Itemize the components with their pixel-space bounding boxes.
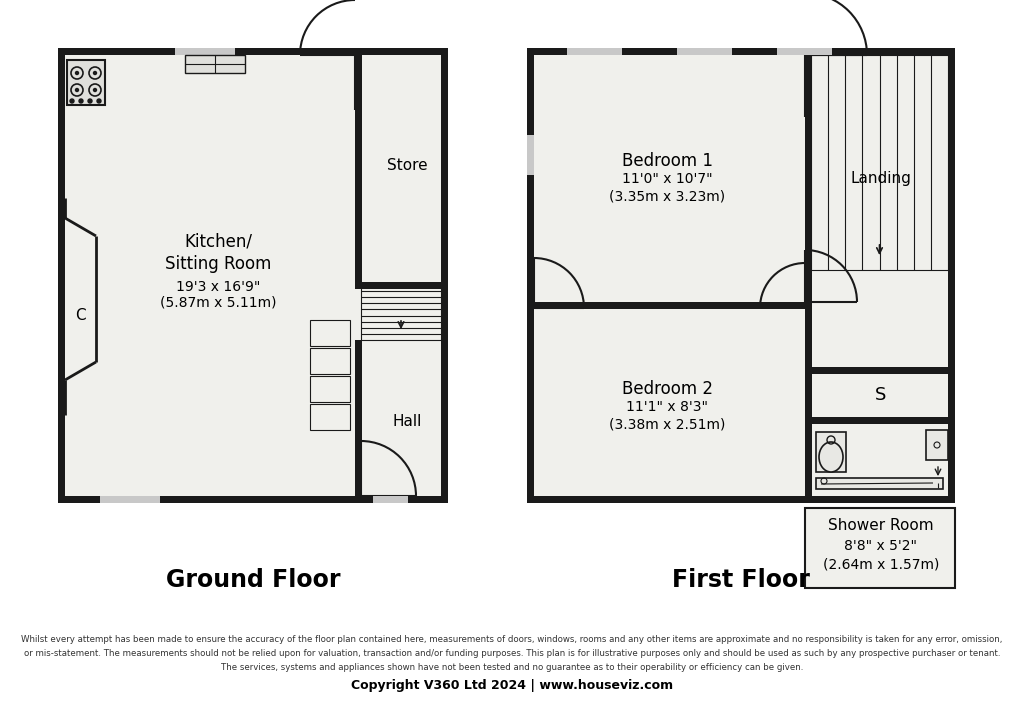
Bar (926, 430, 948, 460)
Text: Hall: Hall (392, 414, 422, 429)
Bar (361, 340, 444, 496)
Bar (355, 48, 362, 285)
Bar (67, 60, 105, 105)
Text: (3.38m x 2.51m): (3.38m x 2.51m) (609, 417, 725, 431)
Circle shape (70, 99, 74, 103)
Bar (805, 367, 955, 374)
Text: 11'1" x 8'3": 11'1" x 8'3" (626, 400, 708, 414)
Text: S: S (876, 386, 887, 404)
Bar (527, 48, 955, 55)
Bar (58, 48, 449, 55)
Bar (310, 320, 350, 346)
Text: Store: Store (387, 158, 427, 174)
Bar (808, 420, 948, 496)
Text: The services, systems and appliances shown have not been tested and no guarantee: The services, systems and appliances sho… (221, 664, 803, 672)
Text: First Floor: First Floor (672, 568, 810, 592)
Text: Bedroom 2: Bedroom 2 (622, 380, 713, 398)
Text: Landing: Landing (851, 171, 911, 187)
Circle shape (93, 72, 96, 74)
Bar (527, 302, 811, 309)
Text: (5.87m x 5.11m): (5.87m x 5.11m) (160, 296, 276, 310)
Bar (534, 305, 808, 496)
Circle shape (88, 99, 92, 103)
Bar (310, 376, 350, 402)
Bar (255, 48, 260, 55)
Bar (310, 348, 350, 374)
Bar (527, 135, 534, 175)
Bar (527, 496, 955, 503)
Bar (567, 48, 622, 55)
Bar (805, 508, 955, 588)
Bar (355, 340, 362, 503)
Bar (816, 478, 943, 489)
Bar (361, 55, 444, 285)
Bar (777, 48, 831, 55)
Bar (373, 496, 408, 503)
Bar (808, 55, 948, 370)
Text: Copyright V360 Ltd 2024 | www.houseviz.com: Copyright V360 Ltd 2024 | www.houseviz.c… (351, 680, 673, 693)
Bar (175, 48, 234, 55)
Text: 8'8" x 5'2": 8'8" x 5'2" (845, 539, 918, 553)
Text: 19'3 x 16'9": 19'3 x 16'9" (176, 280, 260, 294)
Text: (3.35m x 3.23m): (3.35m x 3.23m) (609, 189, 725, 203)
Circle shape (76, 72, 79, 74)
Circle shape (76, 88, 79, 92)
Text: Bedroom 1: Bedroom 1 (622, 152, 713, 170)
Bar (310, 404, 350, 430)
Bar (355, 282, 449, 289)
Bar (816, 432, 846, 472)
Text: C: C (75, 309, 85, 323)
Text: Kitchen/
Sitting Room: Kitchen/ Sitting Room (165, 233, 271, 273)
Bar (441, 48, 449, 503)
Text: Ground Floor: Ground Floor (166, 568, 340, 592)
Text: Shower Room: Shower Room (828, 518, 934, 534)
Bar (677, 48, 732, 55)
Bar (58, 496, 449, 503)
Circle shape (97, 99, 101, 103)
Bar (805, 48, 812, 503)
Text: Whilst every attempt has been made to ensure the accuracy of the floor plan cont: Whilst every attempt has been made to en… (22, 636, 1002, 644)
Text: 11'0" x 10'7": 11'0" x 10'7" (622, 172, 713, 186)
Bar (58, 48, 65, 503)
Circle shape (79, 99, 83, 103)
Bar (65, 55, 441, 496)
Bar (948, 48, 955, 503)
Bar (808, 370, 948, 420)
Bar (805, 417, 955, 424)
Ellipse shape (819, 442, 843, 472)
Text: (2.64m x 1.57m): (2.64m x 1.57m) (823, 557, 939, 571)
Bar (527, 48, 534, 503)
Bar (185, 55, 245, 73)
Circle shape (93, 88, 96, 92)
Bar (100, 496, 160, 503)
Bar (534, 55, 808, 305)
Text: or mis-statement. The measurements should not be relied upon for valuation, tran: or mis-statement. The measurements shoul… (24, 649, 1000, 659)
Bar (805, 367, 955, 374)
